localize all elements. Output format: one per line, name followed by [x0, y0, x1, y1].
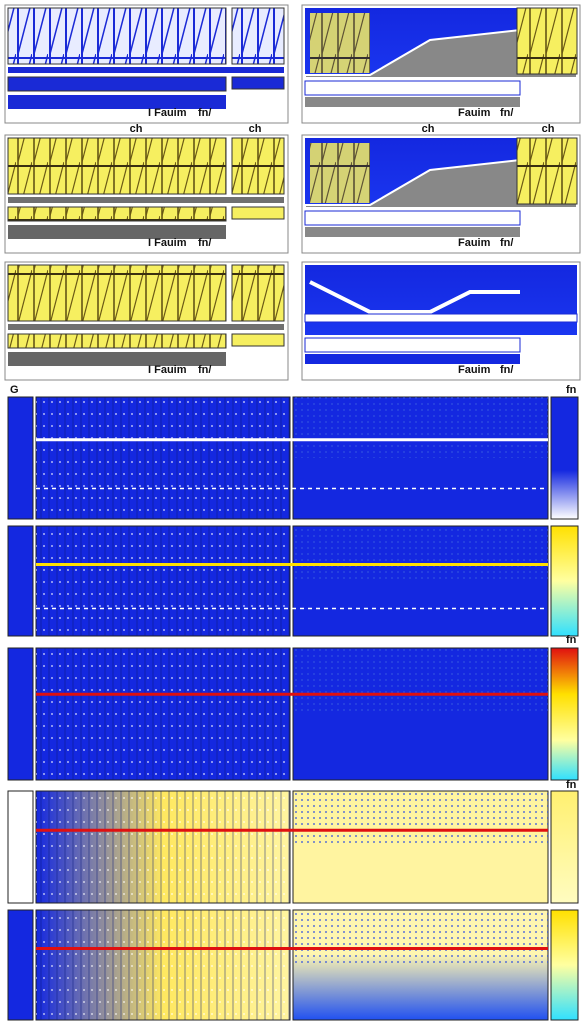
panel-label: I Fauim: [148, 364, 187, 376]
truss-side: [231, 7, 285, 65]
panel-caption: ch: [542, 123, 555, 135]
panel-label: fn/: [500, 237, 513, 249]
deck: [8, 67, 284, 73]
deck: [8, 324, 284, 330]
panel-caption: ch: [130, 123, 143, 135]
beam-end: [231, 333, 285, 347]
side-strip: [7, 647, 34, 781]
truss: [7, 137, 227, 195]
top-section: I Fauim fn/Fauim fn/ch ch ch ch I Fauim fn/Faui…: [4, 4, 581, 381]
truss: [7, 264, 227, 322]
heatmap-dots: [293, 910, 548, 965]
heatmap-dots: [293, 397, 548, 458]
heatmap-dots: [293, 648, 548, 714]
colorbar: [550, 790, 579, 904]
deck: [304, 313, 578, 323]
beam-end: [231, 76, 285, 90]
crane: [310, 13, 370, 73]
crane: [310, 143, 370, 203]
band: [305, 97, 520, 107]
ramp: [309, 280, 520, 314]
side-strip: [7, 790, 34, 904]
truss-side: [231, 137, 285, 195]
panel-caption: ch: [249, 123, 262, 135]
colorbar: [550, 525, 579, 637]
colorbar: [550, 647, 579, 781]
colorbar: [550, 909, 579, 1021]
base: [8, 352, 226, 366]
panel-label: I Fauim: [148, 107, 187, 119]
panel-label: fn/: [500, 364, 513, 376]
band: [304, 80, 521, 96]
beam-end: [231, 206, 285, 220]
bottom-section: [7, 396, 579, 1021]
heatmap-dots: [293, 526, 548, 581]
side-strip: [7, 396, 34, 520]
panel-label: Fauim: [458, 107, 491, 119]
deck: [8, 197, 284, 203]
heatmap-grid: [36, 397, 290, 519]
colorbar-label: fn: [566, 384, 577, 396]
panel-label: I Fauim: [148, 237, 187, 249]
truss: [7, 7, 227, 65]
band: [304, 337, 521, 353]
heatmap-grid: [36, 526, 290, 636]
colorbar: [550, 396, 579, 520]
beam: [7, 76, 227, 92]
panel-label: fn/: [198, 364, 211, 376]
band: [305, 354, 520, 364]
colorbar-label: fn: [566, 634, 577, 646]
side-strip: [7, 909, 34, 1021]
base: [8, 95, 226, 109]
panel-label: Fauim: [458, 364, 491, 376]
colorbar-label: fn: [566, 779, 577, 791]
panel-caption: ch: [422, 123, 435, 135]
base: [8, 225, 226, 239]
section-label: G: [10, 384, 19, 396]
band: [305, 227, 520, 237]
tower: [516, 7, 578, 75]
panel-label: Fauim: [458, 237, 491, 249]
heatmap-grid: [36, 791, 290, 903]
heatmap-grid: [36, 910, 290, 1020]
panel-label: fn/: [500, 107, 513, 119]
panel-label: fn/: [198, 237, 211, 249]
heatmap-dots: [293, 791, 548, 847]
beam: [7, 333, 227, 349]
band: [304, 210, 521, 226]
heatmap-grid: [36, 648, 290, 780]
tower: [516, 137, 578, 205]
side-strip: [7, 525, 34, 637]
beam: [7, 206, 227, 222]
truss-side: [231, 264, 285, 322]
panel-label: fn/: [198, 107, 211, 119]
